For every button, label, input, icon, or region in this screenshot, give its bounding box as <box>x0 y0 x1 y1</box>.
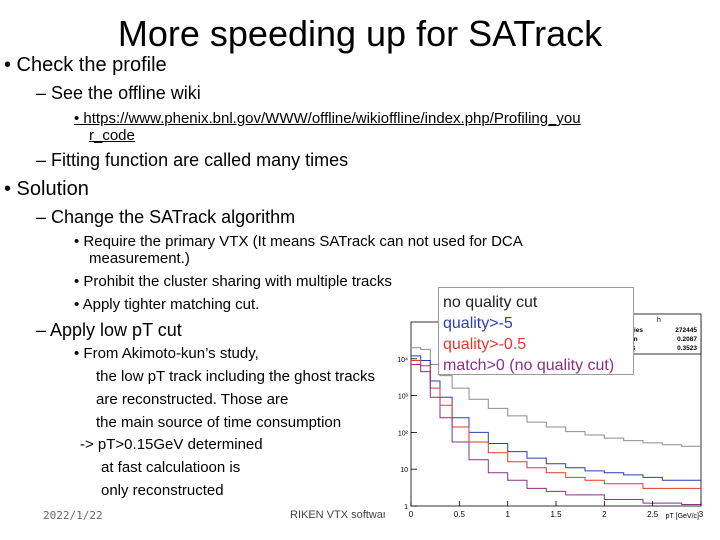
bullet-solution: • Solution <box>4 178 89 200</box>
x-tick-label: 1 <box>505 510 510 519</box>
x-tick-label: 2 <box>602 510 607 519</box>
series-line-3 <box>411 364 701 505</box>
series-line-1 <box>411 355 701 481</box>
akimoto-line1: • From Akimoto-kun’s study, <box>74 345 259 362</box>
footer-date: 2022/1/22 <box>43 509 103 522</box>
stats-value: 0.2087 <box>677 336 697 343</box>
x-tick-label: 0 <box>409 510 414 519</box>
y-tick-label: 1 <box>404 504 408 511</box>
bullet-change-algorithm: – Change the SATrack algorithm <box>36 207 296 227</box>
x-axis-label: pT [GeV/c] <box>666 513 699 520</box>
y-tick-label: 10³ <box>398 394 409 401</box>
akimoto-line6: at fast calculatioon is <box>101 459 241 476</box>
akimoto-line5: -> pT>0.15GeV determined <box>80 436 263 453</box>
series-line-2 <box>411 360 701 489</box>
bullet-low-pt-cut: – Apply low pT cut <box>36 320 182 340</box>
bullet-cluster-sharing: • Prohibit the cluster sharing with mult… <box>74 273 392 290</box>
x-tick-label: 3 <box>699 510 704 519</box>
bullet-offline-wiki: – See the offline wiki <box>36 83 201 103</box>
wiki-link-line2[interactable]: r_code <box>89 127 135 144</box>
legend-entry-match: match>0 (no quality cut) <box>443 357 615 374</box>
x-tick-label: 1.5 <box>550 510 562 519</box>
akimoto-line2: the low pT track including the ghost tra… <box>96 368 376 385</box>
akimoto-line3: are reconstructed. Those are <box>96 391 289 408</box>
x-tick-label: 0.5 <box>454 510 466 519</box>
bullet-primary-vtx-line1: • Require the primary VTX (It means SATr… <box>74 233 523 250</box>
bullet-fitting-function: – Fitting function are called many times <box>36 150 349 170</box>
bullet-check-profile: • Check the profile <box>4 54 167 76</box>
akimoto-line4: the main source of time consumption <box>96 414 342 431</box>
plot-legend: no quality cut quality>-5 quality>-0.5 m… <box>438 287 634 375</box>
wiki-link-line1[interactable]: • https://www.phenix.bnl.gov/WWW/offline… <box>74 110 581 127</box>
y-tick-label: 10² <box>398 430 409 437</box>
akimoto-line7: only reconstructed <box>101 482 224 499</box>
stats-value: 272445 <box>675 327 697 334</box>
stats-value: 0.3523 <box>677 345 697 352</box>
legend-entry-quality-05: quality>-0.5 <box>443 336 527 353</box>
x-tick-label: 2.5 <box>647 510 659 519</box>
stats-box-name: h <box>657 317 661 324</box>
y-tick-label: 10⁴ <box>397 357 408 364</box>
legend-entry-no-quality-cut: no quality cut <box>443 294 538 311</box>
bullet-primary-vtx-line2: measurement.) <box>89 250 190 267</box>
bullet-tighter-cut: • Apply tighter matching cut. <box>74 296 260 313</box>
legend-entry-quality-5: quality>-5 <box>443 315 513 332</box>
page-title: More speeding up for SATrack <box>117 13 603 54</box>
y-tick-label: 10 <box>400 467 408 474</box>
